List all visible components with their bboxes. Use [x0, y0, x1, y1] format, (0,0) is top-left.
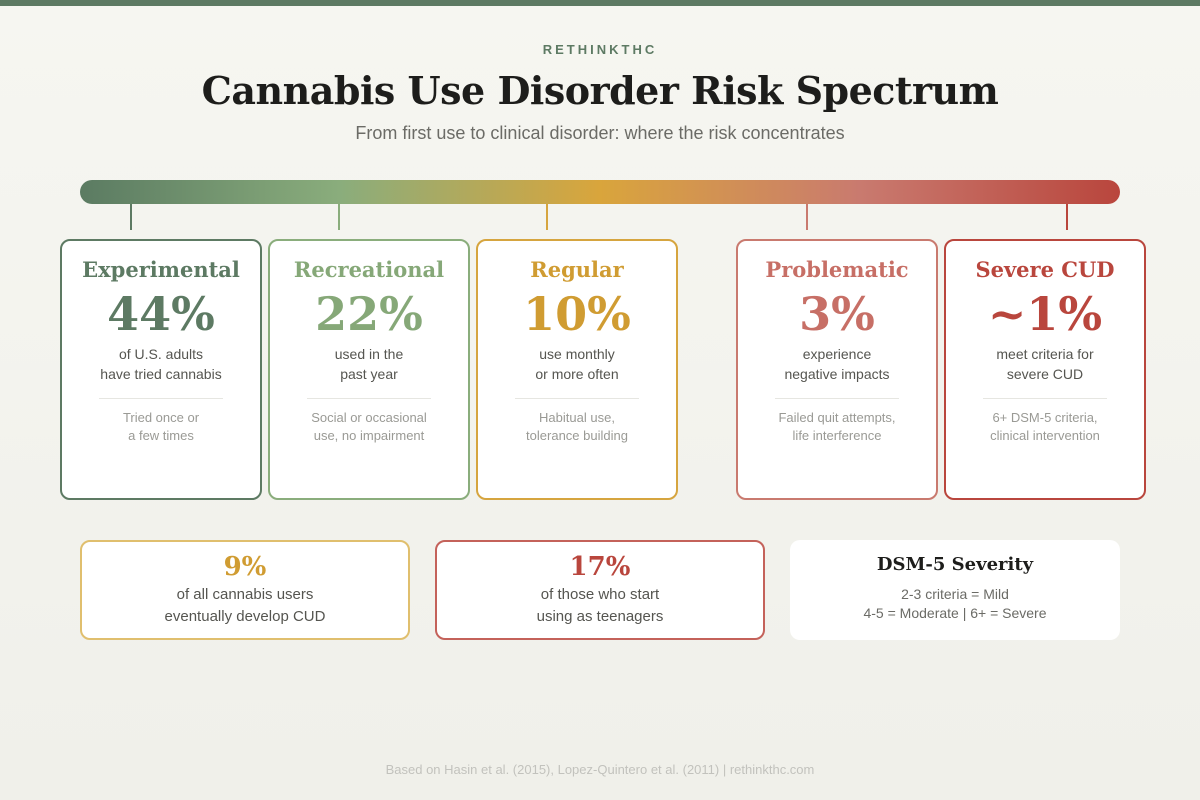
stage-card-experimental: Experimental 44% of U.S. adults have tri… [60, 239, 262, 500]
stage-description-line: negative impacts [784, 366, 890, 382]
stage-description: used in the past year [270, 344, 468, 384]
stage-description-line: past year [340, 366, 398, 382]
stage-card-severe-cud: Severe CUD ~1% meet criteria for severe … [944, 239, 1146, 500]
stage-card-problematic: Problematic 3% experience negative impac… [736, 239, 938, 500]
stage-note: Social or occasional use, no impairment [270, 409, 468, 445]
stat-description-line: eventually develop CUD [164, 608, 326, 625]
stage-description: experience negative impacts [738, 344, 936, 384]
stage-description-line: meet criteria for [996, 346, 1094, 362]
stage-description-line: used in the [334, 346, 404, 362]
stage-title: Recreational [293, 257, 445, 282]
card-divider [307, 398, 431, 399]
stage-percentage: ~1% [987, 287, 1103, 341]
stage-percentage: 3% [799, 287, 875, 341]
risk-spectrum-bar [80, 180, 1120, 204]
card-divider [983, 398, 1107, 399]
spectrum-tick-experimental [130, 204, 132, 230]
spectrum-tick-problematic [806, 204, 808, 230]
stage-note-line: Tried once or [122, 410, 200, 425]
stage-note-line: 6+ DSM-5 criteria, [992, 410, 1098, 425]
stat-description-line: of those who start [540, 586, 660, 603]
stage-note-line: a few times [128, 428, 194, 443]
stage-percentage: 44% [107, 287, 215, 341]
stage-note-line: life interference [792, 428, 882, 443]
dsm-severity-line: 4-5 = Moderate | 6+ = Severe [863, 605, 1047, 621]
stage-card-regular: Regular 10% use monthly or more often Ha… [476, 239, 678, 500]
stage-description: use monthly or more often [478, 344, 676, 384]
card-divider [99, 398, 223, 399]
stat-description: of those who start using as teenagers [437, 584, 763, 628]
stage-note-line: Failed quit attempts, [778, 410, 896, 425]
dsm-severity-title: DSM-5 Severity [876, 554, 1034, 575]
stage-percentage: 10% [523, 287, 631, 341]
top-accent-bar [0, 0, 1200, 6]
stage-title: Regular [530, 257, 624, 282]
stage-note: Habitual use, tolerance building [478, 409, 676, 445]
stage-title: Problematic [765, 257, 909, 282]
card-divider [515, 398, 639, 399]
stage-description-line: of U.S. adults [118, 346, 204, 362]
dsm-severity-line: 2-3 criteria = Mild [901, 586, 1009, 602]
stage-note-line: tolerance building [526, 428, 628, 443]
stage-note-line: Social or occasional [311, 410, 427, 425]
spectrum-tick-severe [1066, 204, 1068, 230]
stage-title: Severe CUD [975, 257, 1115, 282]
stage-description-line: or more often [535, 366, 619, 382]
stat-percentage: 17% [569, 552, 631, 582]
spectrum-tick-recreational [338, 204, 340, 230]
stage-note-line: clinical intervention [990, 428, 1100, 443]
stat-percentage: 9% [223, 552, 267, 582]
stage-percentage: 22% [315, 287, 423, 341]
stat-description-line: using as teenagers [536, 608, 664, 625]
stage-description-line: have tried cannabis [100, 366, 222, 382]
page-title: Cannabis Use Disorder Risk Spectrum [201, 68, 999, 113]
stat-box-teen-users: 17% of those who start using as teenager… [435, 540, 765, 640]
stage-note-line: use, no impairment [313, 428, 425, 443]
stat-description-line: of all cannabis users [176, 586, 314, 603]
stage-description-line: severe CUD [1006, 366, 1084, 382]
source-footer: Based on Hasin et al. (2015), Lopez-Quin… [385, 762, 815, 777]
spectrum-tick-regular [546, 204, 548, 230]
stat-box-all-users: 9% of all cannabis users eventually deve… [80, 540, 410, 640]
stage-description: of U.S. adults have tried cannabis [62, 344, 260, 384]
brand-label: RETHINKTHC [542, 42, 658, 57]
stage-description-line: experience [802, 346, 872, 362]
stage-note: Tried once or a few times [62, 409, 260, 445]
stage-description-line: use monthly [539, 346, 615, 362]
dsm-severity-box: DSM-5 Severity 2-3 criteria = Mild 4-5 =… [790, 540, 1120, 640]
stage-note: Failed quit attempts, life interference [738, 409, 936, 445]
stage-title: Experimental [82, 257, 240, 282]
page-subtitle: From first use to clinical disorder: whe… [355, 123, 845, 143]
card-divider [775, 398, 899, 399]
stage-note: 6+ DSM-5 criteria, clinical intervention [946, 409, 1144, 445]
stage-description: meet criteria for severe CUD [946, 344, 1144, 384]
stat-description: of all cannabis users eventually develop… [82, 584, 408, 628]
stage-card-recreational: Recreational 22% used in the past year S… [268, 239, 470, 500]
stage-note-line: Habitual use, [539, 410, 615, 425]
